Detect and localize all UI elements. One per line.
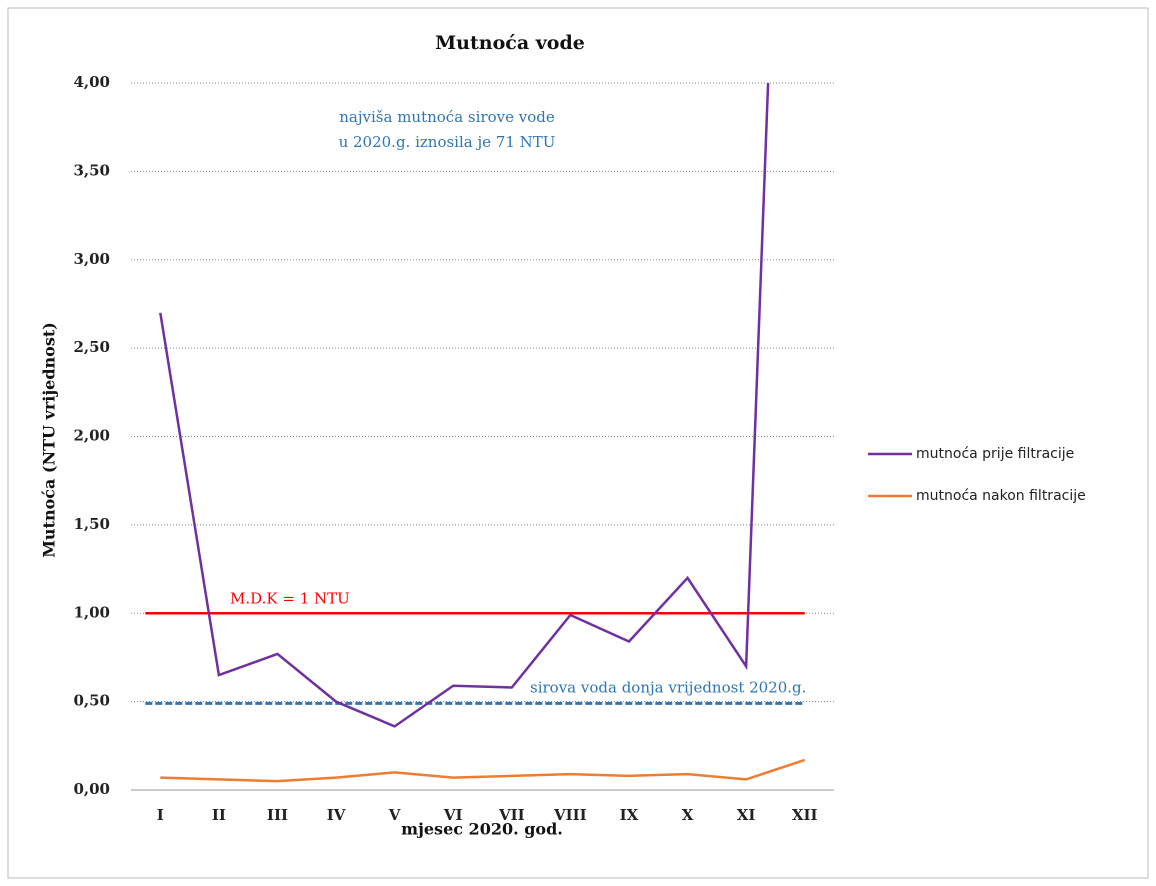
series-line	[159, 83, 770, 728]
y-tick-label: 4,00	[73, 73, 110, 91]
y-axis-label: Mutnoća (NTU vrijednost)	[40, 322, 59, 558]
y-tick-label: 1,50	[73, 515, 110, 533]
x-tick-label: VIII	[553, 806, 587, 824]
x-tick-label: VI	[443, 806, 463, 824]
x-tick-label: IX	[620, 806, 639, 824]
reference-label: M.D.K = 1 NTU	[230, 589, 350, 607]
y-tick-label: 2,00	[73, 427, 110, 445]
x-tick-label: XI	[737, 806, 756, 824]
chart-title: Mutnoća vode	[435, 32, 585, 54]
y-tick-label: 3,00	[73, 250, 110, 268]
series-line	[160, 758, 806, 783]
x-tick-label: II	[212, 806, 226, 824]
x-tick-label: X	[682, 806, 694, 824]
legend-label: mutnoća nakon filtracije	[916, 488, 1086, 504]
x-axis-label: mjesec 2020. god.	[401, 820, 563, 839]
reference-label: sirova voda donja vrijednost 2020.g.	[530, 678, 806, 696]
legend-label: mutnoća prije filtracije	[916, 446, 1074, 462]
chart-border	[7, 7, 1149, 879]
x-tick-label: III	[267, 806, 288, 824]
x-tick-label: IV	[327, 806, 346, 824]
x-tick-label: XII	[792, 806, 818, 824]
y-tick-label: 0,50	[73, 692, 110, 710]
annotation: najviša mutnoća sirove vode	[339, 108, 555, 126]
y-tick-label: 3,50	[73, 161, 110, 179]
x-tick-label: V	[388, 806, 401, 824]
y-tick-label: 2,50	[73, 338, 110, 356]
annotation: u 2020.g. iznosila je 71 NTU	[339, 133, 556, 151]
x-tick-label: VII	[498, 806, 525, 824]
x-tick-label: I	[157, 806, 164, 824]
y-tick-label: 1,00	[73, 603, 110, 621]
plot-area	[159, 83, 806, 783]
y-tick-label: 0,00	[73, 780, 110, 798]
